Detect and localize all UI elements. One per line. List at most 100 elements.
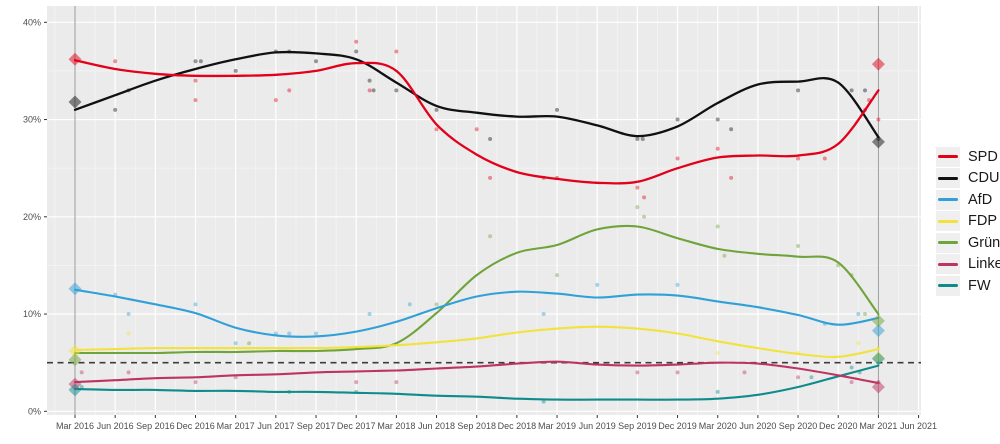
poll-dot-Grüne [722,253,727,258]
legend-key-FDP [936,211,960,232]
legend-key-AfD [936,189,960,210]
poll-dot-AfD [193,302,198,307]
poll-dot-Grüne [642,214,647,219]
poll-dot-AfD [595,282,600,287]
election-result-marker-FDP [68,344,82,358]
poll-dot-CDU [367,78,372,83]
poll-dot-Linke [354,380,359,385]
poll-dot-Linke [675,370,680,375]
poll-dot-CDU [113,107,118,112]
poll-dot-AfD [314,331,319,336]
x-tick-label: Jun 2017 [257,421,294,431]
poll-dot-CDU [233,68,238,73]
poll-dot-SPD [113,59,118,64]
poll-dot-Linke [849,380,854,385]
poll-dot-AfD [856,312,861,317]
poll-dot-AfD [126,312,131,317]
legend-label-AfD: AfD [968,191,993,208]
x-tick-label: Jun 2018 [418,421,455,431]
poll-dot-CDU [434,107,439,112]
x-tick-label: Mar 2019 [538,421,576,431]
poll-dot-Grüne [796,243,801,248]
legend-label-Grüne: Grüne [968,234,1000,251]
poll-dot-SPD [434,127,439,132]
legend-label-CDU: CDU [968,170,1000,187]
poll-dot-SPD [193,78,198,83]
poll-dot-FDP [856,341,861,346]
poll-dot-AfD [675,282,680,287]
series-line-SPD [73,59,880,185]
legend-key-Linke [936,254,960,275]
poll-dot-AfD [287,331,292,336]
poll-dot-Linke [193,380,198,385]
x-tick-label: Dec 2019 [658,421,697,431]
poll-dot-FDP [715,350,720,355]
x-tick-label: Sep 2020 [779,421,818,431]
plot-panel [47,6,921,415]
poll-dot-Grüne [434,302,439,307]
series-line-FDP [73,325,880,359]
poll-dot-Linke [796,375,801,380]
legend-label-FW: FW [968,277,991,294]
x-tick-label: Mar 2018 [377,421,415,431]
legend-key-FW [936,275,960,296]
x-tick-label: Dec 2016 [176,421,215,431]
poll-dot-FW [715,389,720,394]
poll-dot-FW [849,365,854,370]
election-result-marker-AfD [68,282,82,296]
legend-swatch-AfD [938,198,958,202]
legend-swatch-SPD [938,155,958,159]
election-result-marker-SPD [871,57,885,71]
election-result-marker-Grüne [871,314,885,328]
y-tick-label: 20% [23,212,41,222]
x-tick-label: Sep 2019 [618,421,657,431]
poll-dot-SPD [876,117,881,122]
series-line-FW [73,364,880,401]
poll-dot-SPD [822,156,827,161]
poll-dot-Linke [126,370,131,375]
x-tick-label: Dec 2020 [819,421,858,431]
poll-dot-CDU [729,127,734,132]
series-line-AfD [73,288,880,338]
poll-dot-CDU [849,88,854,93]
poll-dot-Grüne [488,234,493,239]
poll-dot-Grüne [715,224,720,229]
legend-item-FW: FW [936,275,1000,297]
poll-dot-SPD [715,146,720,151]
legend-item-Grüne: Grüne [936,232,1000,254]
poll-dot-CDU [863,88,868,93]
poll-dot-SPD [729,175,734,180]
poll-dot-CDU [715,117,720,122]
legend-item-Linke: Linke [936,254,1000,276]
poll-dot-FW [79,384,84,389]
poll-dot-CDU [394,88,399,93]
poll-dot-AfD [541,312,546,317]
poll-dot-CDU [314,59,319,64]
x-tick-label: Jun 2021 [900,421,937,431]
legend-swatch-CDU [938,176,958,180]
poll-dot-SPD [193,98,198,103]
legend-item-CDU: CDU [936,168,1000,190]
series-line-Grüne [73,224,880,355]
election-result-marker-AfD [871,324,885,338]
poll-dot-CDU [796,88,801,93]
poll-dot-SPD [394,49,399,54]
poll-dot-SPD [474,127,479,132]
poll-dot-SPD [642,195,647,200]
poll-dot-SPD [273,98,278,103]
y-tick-label: 30% [23,115,41,125]
y-tick-label: 40% [23,17,41,27]
series-line-CDU [73,50,880,139]
poll-dot-CDU [371,88,376,93]
y-tick-label: 10% [23,309,41,319]
poll-dot-CDU [555,107,560,112]
x-tick-label: Jun 2020 [739,421,776,431]
x-tick-label: Sep 2018 [457,421,496,431]
poll-dot-SPD [488,175,493,180]
poll-dot-AfD [233,341,238,346]
legend-item-FDP: FDP [936,211,1000,233]
x-tick-label: Jun 2016 [97,421,134,431]
poll-dot-Grüne [863,312,868,317]
legend-label-FDP: FDP [968,213,997,230]
poll-dot-AfD [407,302,412,307]
